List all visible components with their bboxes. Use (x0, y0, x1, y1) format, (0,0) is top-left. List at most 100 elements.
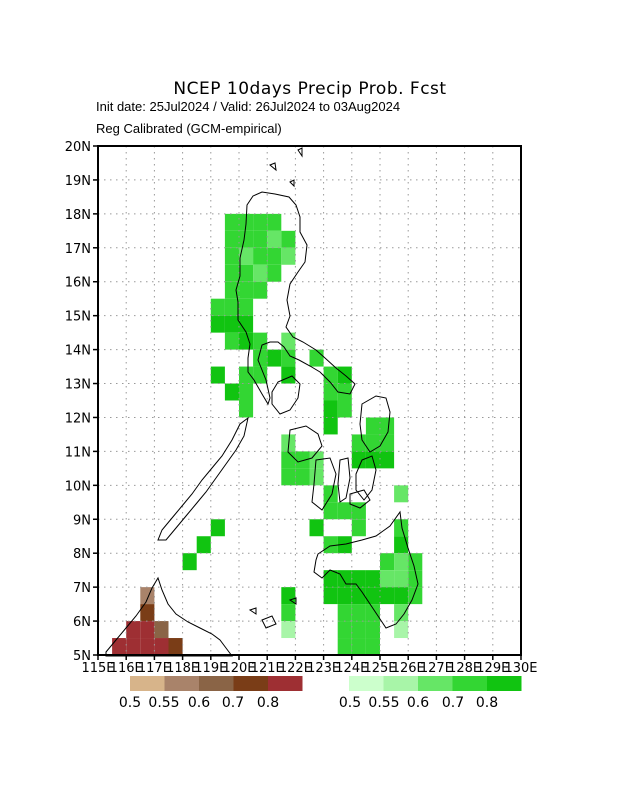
wet-legend-swatch-4 (487, 676, 522, 691)
wet-cell-24 (210, 315, 225, 333)
batanes-islets (269, 147, 303, 188)
wet-cell-44 (337, 383, 352, 401)
wet-cell-62 (295, 468, 310, 486)
lon-tick-label: 123E (307, 661, 340, 676)
lon-tick-label: 121E (251, 661, 284, 676)
legend-wet: 0.5 0.55 0.6 0.7 0.8 (339, 676, 522, 711)
wet-cell-39 (323, 366, 338, 384)
wet-cell-82 (337, 570, 352, 588)
wet-cell-97 (337, 604, 352, 622)
negros-coast (311, 457, 337, 511)
lat-tick-label: 13N (65, 378, 91, 393)
wet-cell-16 (253, 264, 268, 282)
wet-cell-21 (210, 298, 225, 316)
lon-tick-label: 124E (335, 661, 368, 676)
map-title: NCEP 10days Precip Prob. Fcst (173, 79, 446, 99)
lon-tick-label: 129E (476, 661, 509, 676)
wet-cell-53 (365, 434, 380, 452)
wet-cell-0 (224, 213, 239, 231)
dry-legend-swatch-2 (199, 676, 234, 691)
dry-probability-cells (112, 587, 183, 655)
dry-legend-swatch-0 (130, 676, 165, 691)
wet-cell-58 (351, 451, 366, 469)
wet-cell-52 (351, 434, 366, 452)
wet-cell-81 (323, 570, 338, 588)
samar-coast (359, 395, 391, 453)
wet-cell-54 (380, 434, 395, 452)
wet-cell-63 (309, 468, 324, 486)
wet-cell-64 (323, 485, 338, 503)
wet-cell-48 (323, 417, 338, 435)
leyte-coast (355, 455, 377, 501)
legend-dry: 0.5 0.55 0.6 0.7 0.8 (119, 676, 303, 711)
legend-dry-label-4: 0.8 (257, 695, 279, 711)
wet-cell-28 (239, 332, 254, 350)
lat-tick-label: 19N (65, 174, 91, 189)
wet-cell-69 (210, 519, 225, 537)
lon-tick-label: 126E (392, 661, 425, 676)
wet-cell-31 (253, 349, 268, 367)
bohol-coast (349, 489, 371, 509)
dry-cell-3 (140, 621, 155, 639)
wet-cell-6 (253, 230, 268, 248)
panay-coast (287, 425, 323, 463)
wet-cell-8 (281, 230, 296, 248)
wet-cell-70 (309, 519, 324, 537)
legend-wet-label-4: 0.8 (476, 695, 498, 711)
sulu-islands (248, 597, 297, 629)
wet-cell-88 (281, 587, 296, 605)
lat-tick-label: 18N (65, 208, 91, 223)
wet-cell-87 (408, 570, 423, 588)
wet-cell-55 (281, 451, 296, 469)
wet-cell-18 (224, 281, 239, 299)
dry-cell-5 (112, 638, 127, 655)
wet-cell-93 (380, 587, 395, 605)
wet-cell-107 (351, 638, 366, 655)
palawan-coast (157, 416, 249, 541)
lat-tick-label: 20N (65, 140, 91, 155)
lat-tick-label: 14N (65, 344, 91, 359)
wet-cell-86 (394, 570, 409, 588)
wet-cell-79 (394, 553, 409, 571)
wet-cell-22 (224, 298, 239, 316)
cebu-coast (337, 457, 351, 503)
lat-tick-label: 17N (65, 242, 91, 257)
wet-cell-101 (281, 621, 296, 639)
wet-cell-41 (224, 383, 239, 401)
luzon-coast (235, 191, 356, 406)
wet-cell-14 (224, 264, 239, 282)
borneo-coast (105, 576, 233, 657)
wet-cell-20 (253, 281, 268, 299)
wet-legend-swatch-3 (452, 676, 487, 691)
lon-tick-label: 118E (166, 661, 199, 676)
wet-cell-4 (224, 230, 239, 248)
wet-cell-74 (323, 536, 338, 554)
lat-tick-label: 7N (73, 581, 91, 596)
wet-cell-47 (337, 400, 352, 418)
legend-dry-label-2: 0.6 (188, 695, 210, 711)
wet-cell-2 (253, 213, 268, 231)
wet-cell-65 (394, 485, 409, 503)
wet-cell-85 (380, 570, 395, 588)
wet-cell-35 (210, 366, 225, 384)
wet-cell-36 (239, 366, 254, 384)
wet-probability-cells (182, 213, 423, 655)
dry-cell-8 (154, 638, 169, 655)
lon-tick-label: 117E (138, 661, 171, 676)
subtitle-method: Reg Calibrated (GCM-empirical) (96, 121, 282, 136)
wet-cell-77 (182, 553, 197, 571)
wet-cell-56 (295, 451, 310, 469)
wet-cell-43 (323, 383, 338, 401)
wet-cell-89 (323, 587, 338, 605)
wet-cell-17 (267, 264, 282, 282)
wet-cell-84 (365, 570, 380, 588)
legend-dry-label-0: 0.5 (119, 695, 141, 711)
wet-cell-3 (267, 213, 282, 231)
wet-cell-19 (239, 281, 254, 299)
dry-cell-1 (140, 604, 155, 622)
wet-cell-68 (337, 502, 352, 520)
lon-tick-label: 116E (110, 661, 143, 676)
wet-cell-103 (351, 621, 366, 639)
wet-cell-49 (365, 417, 380, 435)
